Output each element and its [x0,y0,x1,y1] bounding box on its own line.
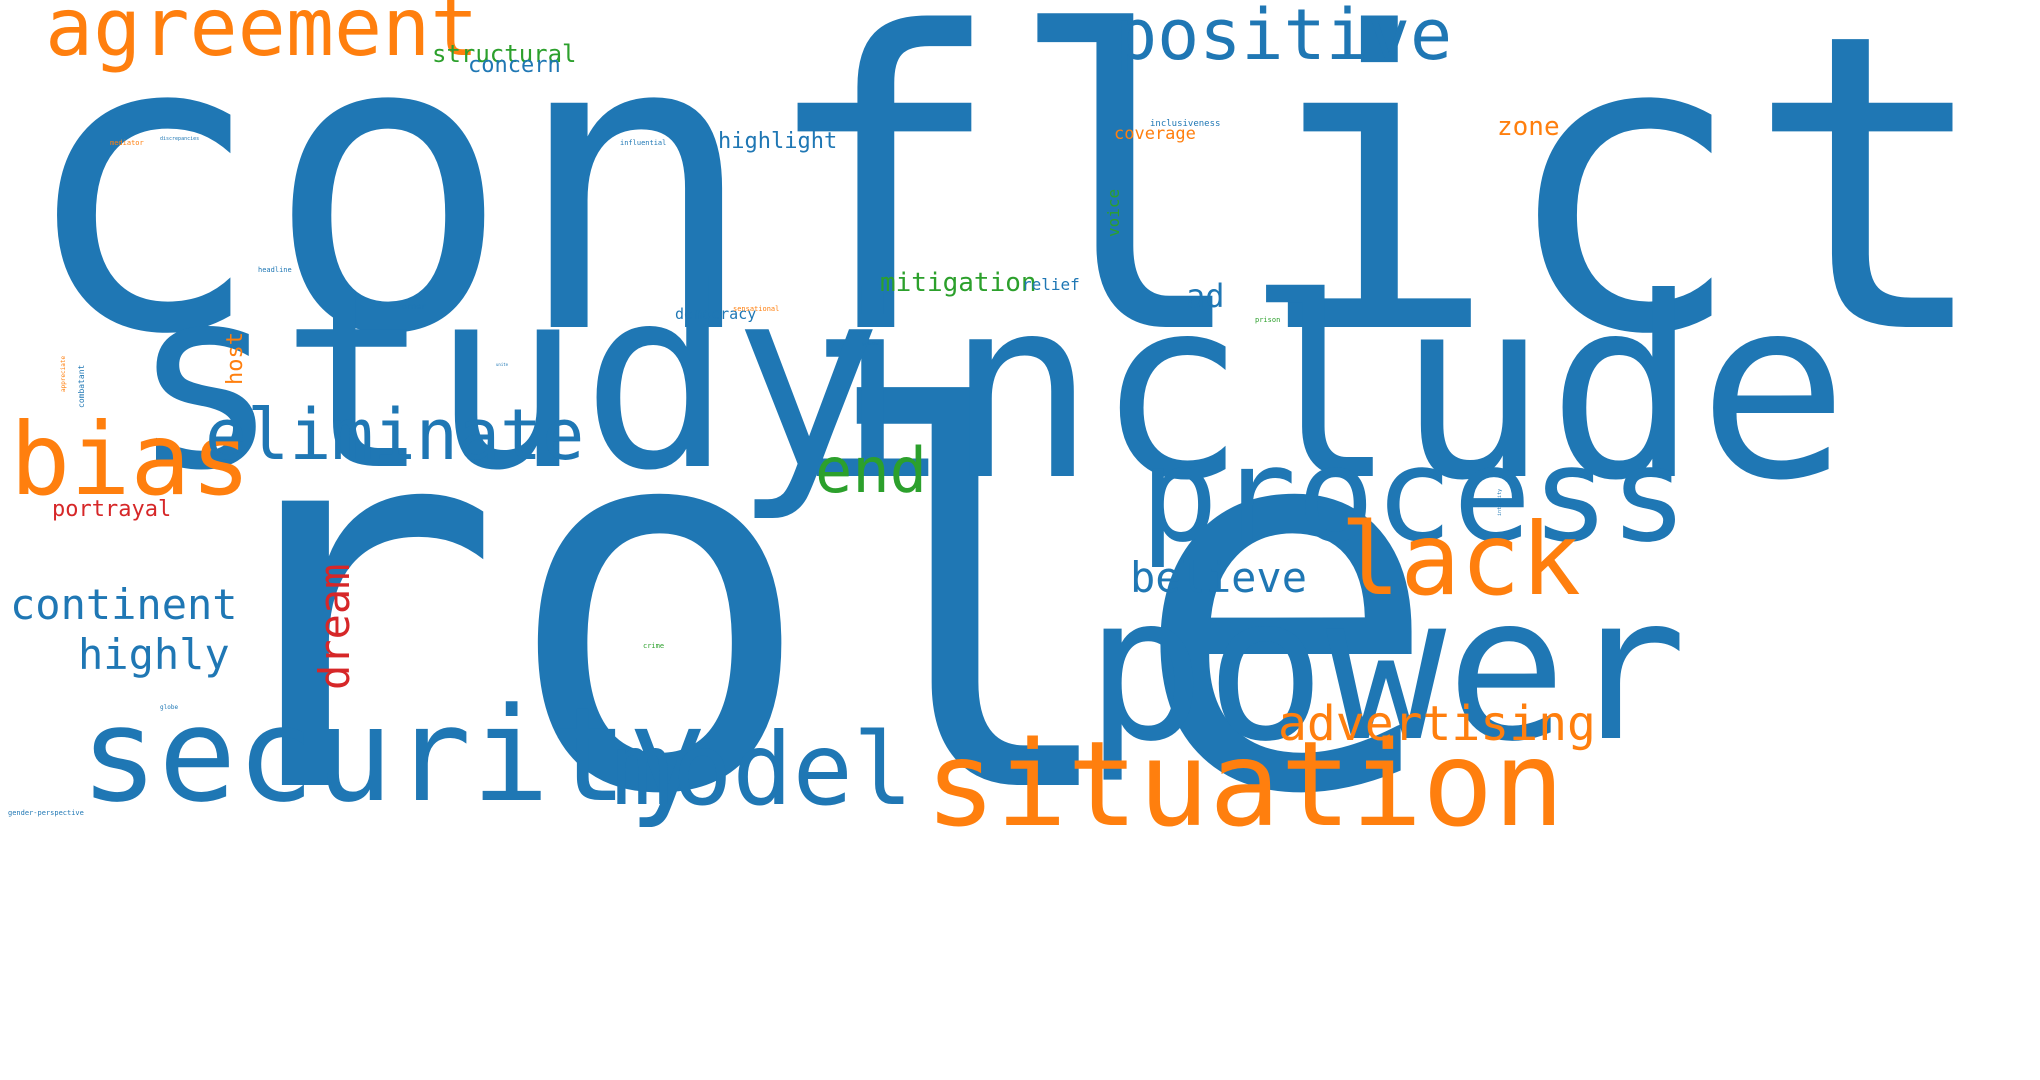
word-security: security [80,679,707,831]
word-former: former [397,302,426,311]
word-relief: relief [1022,275,1080,294]
word-model: model [612,711,914,828]
word-host: host [223,332,248,385]
word-bias: bias [10,401,251,518]
word-concern: concern [468,53,561,78]
word-power: power [1085,553,1688,786]
word-mitigation: mitigation [880,268,1037,298]
word-conflict: conflict [18,0,1993,424]
word-role: role [190,302,1443,908]
word-inclusiveness: inclusiveness [1150,119,1221,129]
word-tiny-1: unite [496,362,509,367]
word-portrayal: portrayal [52,497,172,522]
word-believe: believe [1130,553,1308,602]
word-situation: situation [925,715,1565,853]
word-gender-perspective: gender-perspective [8,809,84,817]
word-structural: structural [432,40,577,68]
word-continent: continent [10,580,238,629]
word-prison: prison [1255,316,1281,324]
word-influential: influential [620,139,667,147]
word-integrity: integrity [1497,488,1503,516]
word-lack: lack [1340,501,1581,618]
word-ad: ad [1186,277,1225,315]
word-dream: dream [310,563,359,690]
word-highly: highly [78,630,230,679]
word-tiny-2: granted [862,341,879,346]
word-include: include [795,244,1849,535]
word-advertising: advertising [1278,696,1596,752]
word-democracy: democracy [675,305,757,323]
word-zone: zone [1497,112,1560,142]
word-sensational: sensational [733,305,780,313]
word-voice: voice [1104,188,1123,237]
word-highlight: highlight [718,129,838,154]
word-agreement: agreement [45,0,479,74]
word-crime: crime [643,642,665,650]
word-headline: headline [258,266,292,274]
word-positive: positive [1115,0,1453,76]
word-mediator: mediator [110,139,144,147]
word-appreciate: appreciate [60,355,67,392]
word-coverage: coverage [1114,124,1196,144]
word-eliminate: eliminate [205,394,585,476]
word-end: end [815,434,927,507]
word-globe: globe [160,704,179,711]
word-process: process [1140,419,1688,571]
word-discrepancies: discrepancies [160,136,200,142]
word-combatant: combatant [77,364,86,408]
word-study: study [130,234,883,525]
